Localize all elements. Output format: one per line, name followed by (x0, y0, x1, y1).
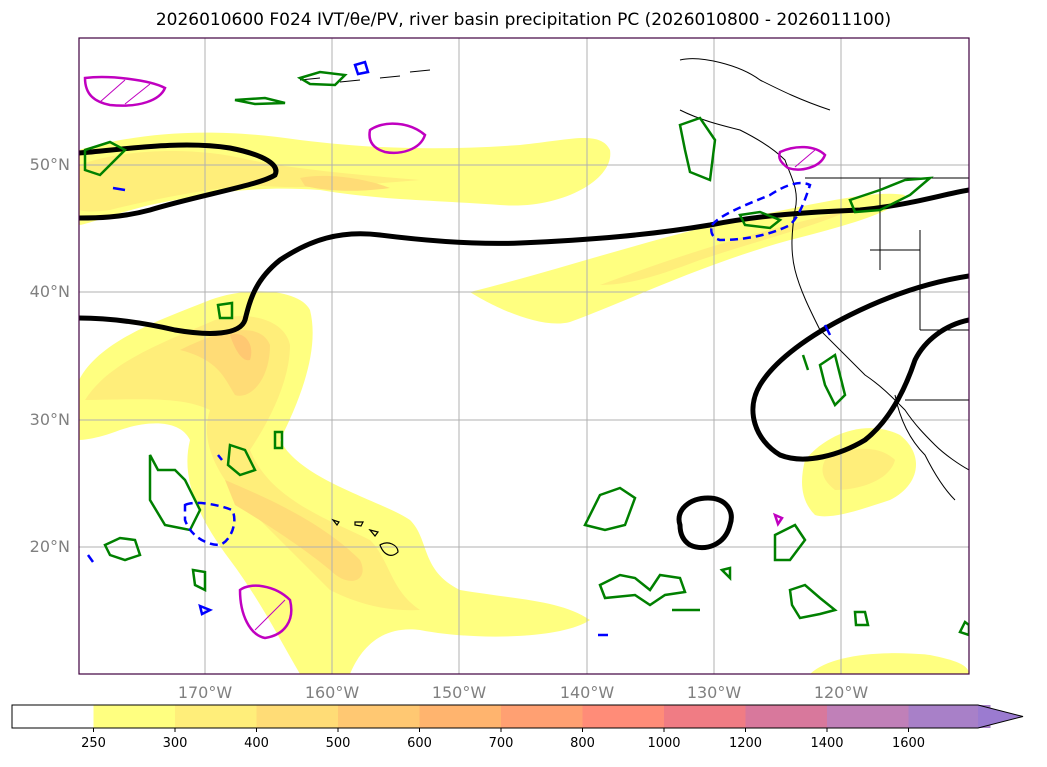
colorbar-segment (93, 705, 176, 728)
ivt-band-north-inner (79, 150, 420, 212)
theta-e-contours (79, 142, 969, 551)
colorbar-tick-label: 700 (488, 736, 514, 751)
colorbar-segment (501, 705, 583, 728)
map-frame (78, 37, 970, 675)
theta-e-east-loop (750, 273, 969, 462)
theta-e-north (79, 142, 279, 221)
colorbar-segment (256, 705, 339, 728)
colorbar-tick-label: 400 (244, 736, 269, 751)
colorbar-segment (664, 705, 746, 728)
aleutians (299, 69, 431, 83)
colorbar-segment (908, 705, 991, 728)
lon-label-160w: 160°W (304, 683, 360, 702)
magenta-contours (83, 75, 827, 640)
lon-label-120w: 120°W (813, 683, 869, 702)
lat-label-20n: 20°N (29, 537, 70, 556)
colorbar-tick-label: 1000 (647, 736, 681, 751)
colorbar-tick-label: 800 (570, 736, 595, 751)
colorbar-extend-arrow (978, 705, 1023, 728)
lat-label-40n: 40°N (29, 282, 70, 301)
colorbar-outline (11, 704, 1024, 729)
lat-label-30n: 30°N (29, 410, 70, 429)
ivt-plume-sw-max (230, 334, 252, 361)
colorbar-tick-label: 1200 (728, 736, 763, 751)
lon-label-150w: 150°W (431, 683, 487, 702)
colorbar-tick-label: 1600 (891, 736, 926, 751)
lon-label-140w: 140°W (559, 683, 615, 702)
colorbar-tick-label: 500 (325, 736, 351, 751)
colorbar-tick-label: 600 (407, 736, 432, 751)
colorbar (11, 704, 1024, 732)
chart-title: 2026010600 F024 IVT/θe/PV, river basin p… (155, 10, 892, 30)
colorbar-tick-label: 1400 (810, 736, 844, 751)
colorbar-segment (419, 705, 502, 728)
ivt-band-north-core (300, 175, 390, 191)
magenta-hatch (99, 79, 816, 631)
lon-label-170w: 170°W (177, 683, 233, 702)
hawaii-islands (331, 518, 399, 556)
theta-e-small-loop (676, 495, 734, 551)
colorbar-segment (827, 705, 909, 728)
colorbar-tick-label: 250 (81, 736, 106, 751)
colorbar-tick-label: 300 (162, 736, 188, 751)
colorbar-segment (175, 705, 257, 728)
lon-label-130w: 130°W (686, 683, 742, 702)
ivt-plume-sw-core2 (225, 480, 363, 581)
north-america-coast (679, 109, 969, 471)
colorbar-segment-below (12, 705, 94, 728)
pv-negative-contours (86, 60, 832, 637)
colorbar-segment (338, 705, 420, 728)
colorbar-segment (582, 705, 665, 728)
baja (894, 394, 956, 501)
theta-e-main (79, 187, 969, 336)
lat-label-50n: 50°N (29, 155, 70, 174)
ivt-bottom (810, 653, 969, 674)
ivt-plume-east-inner (600, 210, 850, 285)
colorbar-segment (745, 705, 828, 728)
pv-positive-contours (83, 70, 969, 637)
alaska-coast (679, 58, 831, 111)
